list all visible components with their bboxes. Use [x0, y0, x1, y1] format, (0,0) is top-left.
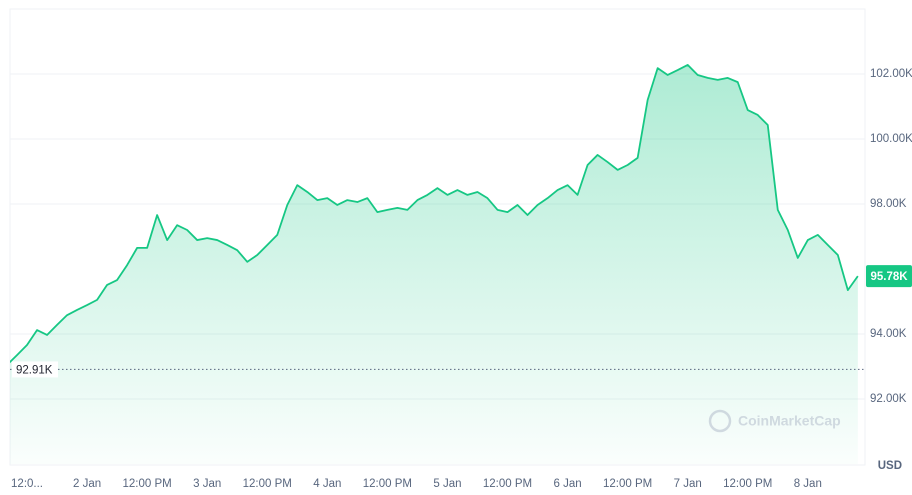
- currency-label: USD: [878, 460, 902, 472]
- watermark-logo: [708, 409, 732, 433]
- y-tick-label: 92.00K: [870, 393, 907, 405]
- plot: [10, 64, 859, 464]
- reference-label-bg: [12, 361, 58, 378]
- x-tick-label: 3 Jan: [193, 478, 221, 490]
- x-tick-label: 12:00 PM: [603, 478, 652, 490]
- price-line: [10, 64, 859, 364]
- current-price-badge: [866, 265, 912, 288]
- x-tick-label: 12:0...: [11, 478, 43, 490]
- y-tick-label: 94.00K: [870, 328, 907, 340]
- x-tick-label: 4 Jan: [313, 478, 341, 490]
- x-tick-label: 8 Jan: [794, 478, 822, 490]
- y-tick-label: 98.00K: [870, 198, 907, 210]
- current-price-label: 95.78K: [870, 271, 908, 283]
- x-tick-label: 12:00 PM: [243, 478, 292, 490]
- reference-label: 92.91K: [16, 364, 53, 376]
- x-tick-label: 6 Jan: [553, 478, 581, 490]
- x-tick-label: 5 Jan: [433, 478, 461, 490]
- x-tick-label: 12:00 PM: [483, 478, 532, 490]
- x-tick-label: 12:00 PM: [723, 478, 772, 490]
- y-tick-label: 102.00K: [870, 68, 912, 80]
- x-tick-label: 12:00 PM: [123, 478, 172, 490]
- overlay: 92.91K 95.78K: [10, 265, 912, 378]
- area: [10, 64, 858, 464]
- x-tick-label: 12:00 PM: [363, 478, 412, 490]
- watermark: CoinMarketCap: [708, 409, 841, 433]
- watermark-text: CoinMarketCap: [738, 413, 841, 429]
- x-tick-label: 7 Jan: [674, 478, 702, 490]
- plot-frame: [9, 8, 866, 466]
- y-tick-label: 100.00K: [870, 133, 912, 145]
- x-tick-label: 2 Jan: [73, 478, 101, 490]
